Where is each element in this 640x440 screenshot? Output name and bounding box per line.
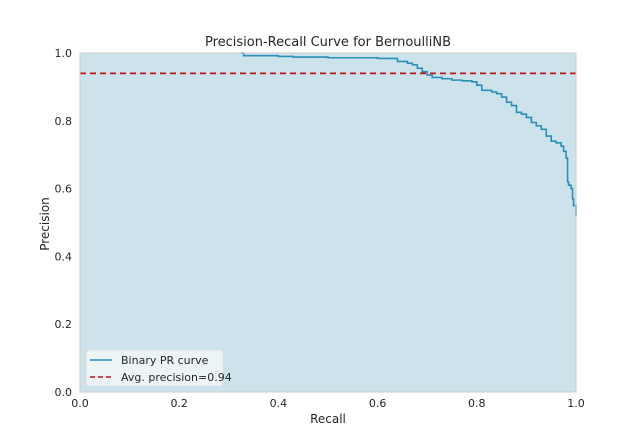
x-tick-label: 1.0 xyxy=(567,397,585,410)
y-tick-label: 0.0 xyxy=(55,386,73,399)
x-axis-label: Recall xyxy=(310,412,346,426)
y-tick-label: 0.4 xyxy=(55,250,73,263)
plot-area xyxy=(80,52,577,392)
x-tick-label: 0.6 xyxy=(369,397,387,410)
x-tick-label: 0.0 xyxy=(71,397,89,410)
x-tick-label: 0.2 xyxy=(170,397,188,410)
x-axis-ticks: 0.0 0.2 0.4 0.6 0.8 1.0 xyxy=(71,397,585,410)
chart-title: Precision-Recall Curve for BernoulliNB xyxy=(205,35,451,50)
y-tick-label: 0.6 xyxy=(55,183,73,196)
plot-frame xyxy=(79,52,577,393)
y-tick-label: 0.2 xyxy=(55,318,73,331)
y-axis-ticks: 0.0 0.2 0.4 0.6 0.8 1.0 xyxy=(55,47,73,399)
y-tick-label: 0.8 xyxy=(55,115,73,128)
x-tick-label: 0.4 xyxy=(270,397,288,410)
legend-label-avg-precision: Avg. precision=0.94 xyxy=(121,371,232,384)
pr-area-fill xyxy=(80,53,576,392)
x-tick-label: 0.8 xyxy=(468,397,486,410)
pr-curve-line xyxy=(241,52,577,216)
legend-box xyxy=(85,349,224,387)
y-tick-label: 1.0 xyxy=(55,47,73,60)
legend-label-pr-curve: Binary PR curve xyxy=(121,354,209,367)
y-axis-label: Precision xyxy=(38,197,52,251)
legend: Binary PR curve Avg. precision=0.94 xyxy=(85,349,232,387)
